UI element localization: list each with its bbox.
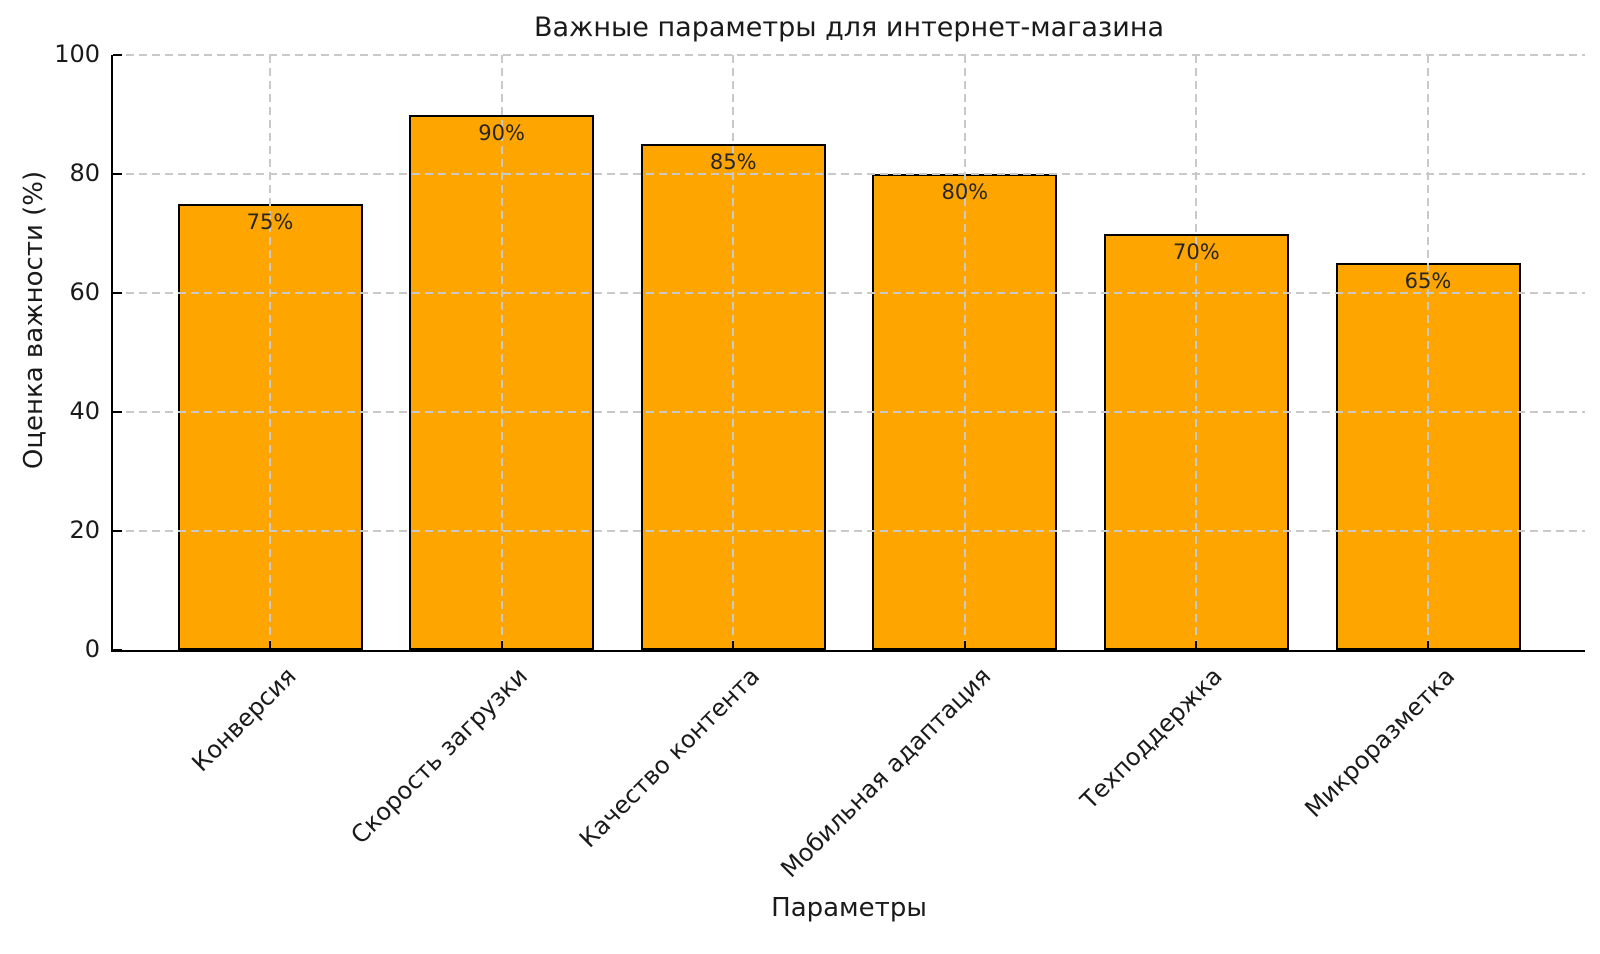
y-tick-label: 60 xyxy=(69,278,100,306)
y-tick-mark xyxy=(113,54,122,56)
gridline-vertical xyxy=(963,55,966,650)
bar-value-label: 65% xyxy=(1404,269,1452,294)
x-axis-spine xyxy=(111,650,1585,652)
y-tick-mark xyxy=(113,530,122,532)
bar-value-label: 85% xyxy=(709,150,757,175)
y-tick-mark xyxy=(113,411,122,413)
y-tick-label: 80 xyxy=(69,159,100,187)
gridline-vertical xyxy=(1195,55,1198,650)
gridline-horizontal xyxy=(113,411,1585,413)
bar-value-label: 75% xyxy=(246,209,294,234)
x-tick-label: Техподдержка xyxy=(1075,662,1229,815)
y-tick-mark xyxy=(113,173,122,175)
gridline-horizontal xyxy=(113,54,1585,56)
x-tick-label: Мобильная адаптация xyxy=(775,662,997,883)
gridline-vertical xyxy=(1427,55,1429,650)
gridline-horizontal xyxy=(113,173,1585,175)
x-tick-mark xyxy=(1195,641,1198,650)
y-tick-label: 100 xyxy=(54,40,100,68)
y-tick-label: 0 xyxy=(84,635,100,663)
y-tick-mark xyxy=(113,649,122,651)
gridline-vertical xyxy=(500,55,503,650)
gridline-vertical xyxy=(269,55,271,650)
y-tick-label: 20 xyxy=(69,516,100,544)
x-tick-mark xyxy=(963,641,966,650)
gridline-horizontal xyxy=(113,530,1585,532)
x-tick-label: Конверсия xyxy=(186,662,302,778)
x-tick-label: Качество контента xyxy=(573,662,766,854)
chart-title: Важные параметры для интернет-магазина xyxy=(533,12,1165,43)
y-axis-spine xyxy=(111,55,113,652)
bar-value-label: 70% xyxy=(1173,239,1220,264)
x-tick-label: Микроразметка xyxy=(1298,662,1460,823)
bar-value-label: 90% xyxy=(478,120,525,145)
x-tick-mark xyxy=(732,641,735,650)
gridline-horizontal xyxy=(113,292,1585,294)
gridline-vertical xyxy=(732,55,735,650)
x-axis-label: Параметры xyxy=(771,893,927,923)
x-tick-mark xyxy=(500,641,503,650)
x-tick-mark xyxy=(1427,641,1429,650)
x-tick-mark xyxy=(269,641,271,650)
y-tick-label: 40 xyxy=(69,397,100,425)
x-tick-label: Скорость загрузки xyxy=(345,662,534,850)
bar-value-label: 80% xyxy=(941,180,989,204)
y-tick-mark xyxy=(113,292,122,294)
